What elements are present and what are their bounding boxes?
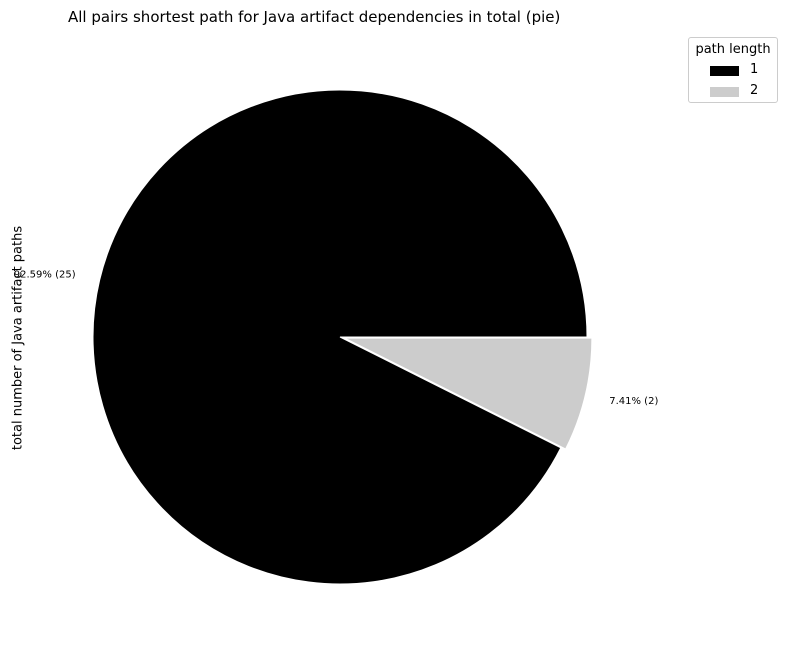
legend-label-1: 1 [750, 62, 759, 77]
pie-percent-label-2: 7.41% (2) [609, 396, 658, 407]
pie-slices [92, 89, 593, 585]
pie-percent-label-1: 92.59% (25) [14, 269, 76, 280]
legend-swatch-1 [710, 66, 739, 76]
legend-title: path length [695, 42, 771, 57]
legend: path length 1 2 [688, 37, 778, 103]
legend-swatch-2 [710, 87, 739, 97]
pie-labels: 92.59% (25) 7.41% (2) [14, 269, 659, 406]
pie-slice-2 [344, 337, 593, 450]
legend-label-2: 2 [750, 83, 759, 98]
chart-title: All pairs shortest path for Java artifac… [68, 8, 561, 26]
pie-slice-1 [92, 89, 588, 585]
